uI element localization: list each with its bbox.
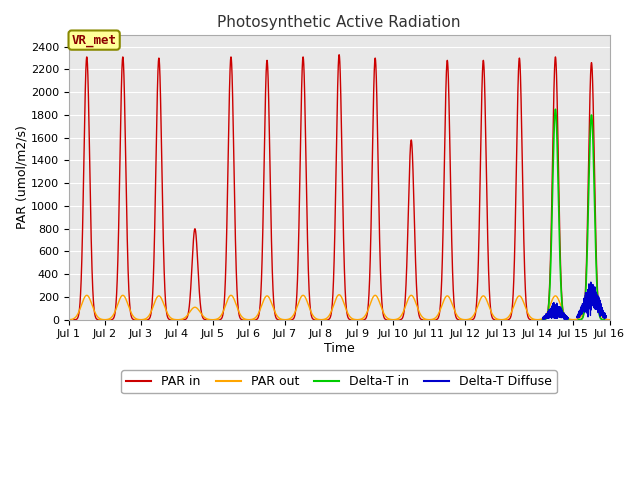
- Y-axis label: PAR (umol/m2/s): PAR (umol/m2/s): [15, 126, 28, 229]
- Title: Photosynthetic Active Radiation: Photosynthetic Active Radiation: [218, 15, 461, 30]
- X-axis label: Time: Time: [324, 342, 355, 355]
- Legend: PAR in, PAR out, Delta-T in, Delta-T Diffuse: PAR in, PAR out, Delta-T in, Delta-T Dif…: [122, 370, 557, 393]
- Text: VR_met: VR_met: [72, 34, 116, 47]
